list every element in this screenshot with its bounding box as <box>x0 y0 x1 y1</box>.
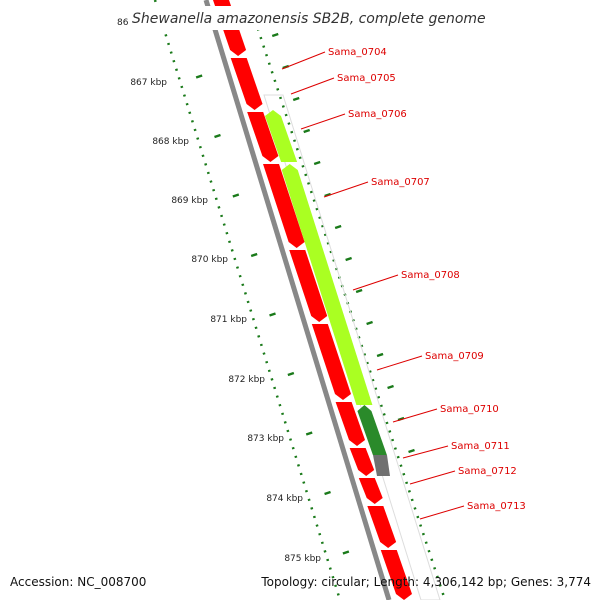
kbp-tick <box>287 371 295 377</box>
reverse-gene <box>335 402 366 446</box>
outer-tick <box>345 256 353 262</box>
gene-leader-line <box>409 470 456 485</box>
gene-leader-line <box>376 355 423 371</box>
gene-leader-line <box>352 274 399 291</box>
forward-gene <box>281 164 373 405</box>
gene-leader-line <box>300 113 346 130</box>
gene-leader-line <box>323 181 369 198</box>
forward-strand-genes <box>265 110 390 476</box>
kbp-label: 867 kbp <box>130 78 167 88</box>
gene-leader-line <box>290 77 335 95</box>
kbp-label: 869 kbp <box>171 196 208 206</box>
outer-tick <box>376 352 384 358</box>
outer-tick <box>366 320 373 326</box>
kbp-label: 870 kbp <box>191 255 228 265</box>
genome-summary: Topology: circular; Length: 4,306,142 bp… <box>260 575 591 589</box>
kbp-scale-line <box>153 0 342 600</box>
gene-label: Sama_0708 <box>401 270 460 281</box>
kbp-tick <box>232 193 240 198</box>
kbp-tick <box>305 431 313 436</box>
kbp-label: 874 kbp <box>266 494 303 504</box>
forward-gene <box>357 405 387 455</box>
reverse-gene <box>380 550 412 600</box>
kbp-tick <box>324 490 331 496</box>
gene-label-group: Sama_0704 Sama_0705 Sama_0706 Sama_0707 … <box>281 47 526 520</box>
reverse-gene <box>311 324 351 400</box>
gene-label: Sama_0706 <box>348 109 407 120</box>
accession-label: Accession: NC_008700 <box>10 575 146 589</box>
outer-tick <box>334 224 342 230</box>
title-backdrop <box>128 6 474 30</box>
kbp-tick <box>269 312 276 317</box>
outer-tick <box>387 384 394 390</box>
outer-tick <box>271 32 279 38</box>
gene-label: Sama_0709 <box>425 351 484 362</box>
gene-leader-line <box>402 445 449 459</box>
reverse-gene <box>247 112 279 162</box>
kbp-tick <box>342 550 350 555</box>
reverse-gene <box>367 506 397 548</box>
outer-tick <box>355 288 363 294</box>
gene-leader-line <box>281 51 326 70</box>
forward-gene <box>265 110 298 162</box>
kbp-label: 868 kbp <box>152 137 189 147</box>
kbp-tick <box>195 74 203 79</box>
kbp-label: 871 kbp <box>210 315 247 325</box>
gene-label: Sama_0711 <box>451 441 510 452</box>
kbp-label: 873 kbp <box>247 434 284 444</box>
genome-backbone <box>203 0 392 600</box>
kbp-tick <box>250 252 258 258</box>
reverse-gene <box>349 448 375 476</box>
outer-tick <box>313 160 321 166</box>
gene-label: Sama_0710 <box>440 404 499 415</box>
gene-label: Sama_0705 <box>337 73 396 84</box>
gene-label: Sama_0713 <box>467 501 526 512</box>
kbp-label: 875 kbp <box>284 554 321 564</box>
map-title: Shewanella amazonensis SB2B, complete ge… <box>132 11 486 27</box>
outer-tick <box>303 128 311 134</box>
reverse-strand-genes <box>213 0 412 600</box>
gene-leader-line <box>392 408 438 423</box>
reverse-gene <box>358 478 383 504</box>
reverse-gene <box>263 164 305 248</box>
gene-label: Sama_0712 <box>458 466 517 477</box>
kbp-label: 872 kbp <box>228 375 265 385</box>
gene-label: Sama_0704 <box>328 47 387 58</box>
outer-tick <box>292 96 300 102</box>
gene-leader-line <box>419 505 465 520</box>
outer-tick <box>408 448 415 454</box>
kbp-tick <box>214 133 221 139</box>
reverse-gene <box>289 250 328 322</box>
outer-tick <box>397 416 405 422</box>
reverse-gene <box>230 58 263 110</box>
gene-label: Sama_0707 <box>371 177 430 188</box>
outer-tick <box>324 192 332 198</box>
gray-feature <box>373 455 390 476</box>
